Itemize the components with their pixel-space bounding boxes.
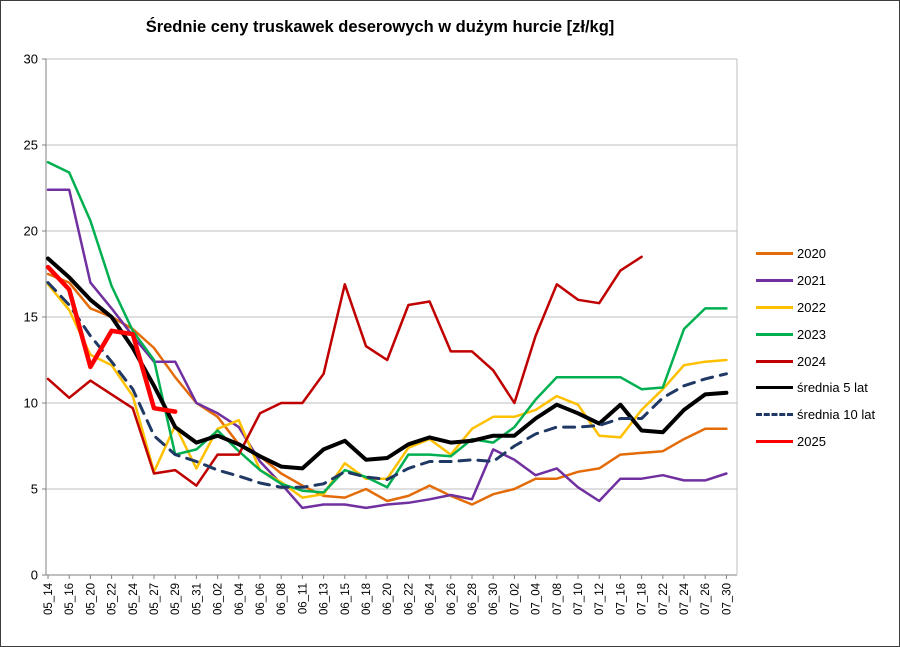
legend-label: 2021 — [797, 272, 826, 288]
x-axis-label: 05_22 — [107, 583, 119, 615]
x-axis-label: 07_12 — [594, 583, 606, 615]
x-axis-label: 05_14 — [43, 582, 55, 615]
legend-label: średnia 5 lat — [797, 380, 868, 396]
x-axis-label: 07_26 — [700, 583, 712, 615]
x-axis-label: 07_22 — [658, 583, 670, 615]
legend-item: 2020 — [756, 240, 896, 267]
legend-line-swatch — [756, 305, 793, 309]
chart-legend: 2020 2021 2022 2023 2024 średnia 5 lat średnia… — [756, 240, 896, 455]
series-2025 — [45, 264, 178, 414]
series-średnia-10-lat — [46, 281, 728, 489]
legend-item: 2021 — [756, 267, 896, 294]
y-axis-label: 10 — [24, 396, 38, 411]
legend-label: 2020 — [797, 245, 826, 261]
legend-line-swatch — [756, 440, 793, 444]
x-axis-label: 06_06 — [255, 583, 267, 615]
x-axis-label: 06_22 — [403, 583, 415, 615]
legend-item: średnia 10 lat — [756, 401, 896, 428]
legend-item: 2023 — [756, 321, 896, 348]
x-axis-label: 07_16 — [615, 583, 627, 615]
legend-line-swatch — [756, 278, 793, 282]
legend-line-swatch — [756, 332, 793, 336]
x-axis-label: 06_26 — [446, 583, 458, 615]
legend-line-swatch — [756, 359, 793, 363]
x-axis-label: 06_28 — [467, 583, 479, 615]
legend-line-swatch — [756, 386, 793, 390]
y-axis-label: 15 — [24, 310, 38, 325]
y-axis-label: 25 — [24, 138, 38, 153]
x-axis-label: 07_02 — [509, 583, 521, 615]
x-axis-label: 06_02 — [213, 583, 225, 615]
y-axis-label: 0 — [31, 568, 38, 583]
legend-item: średnia 5 lat — [756, 374, 896, 401]
x-axis-label: 06_08 — [276, 583, 288, 615]
series-2021 — [46, 188, 728, 510]
legend-line-swatch — [756, 413, 793, 417]
x-axis-label: 05_27 — [149, 583, 161, 615]
x-axis-label: 06_15 — [340, 583, 352, 615]
legend-item: 2025 — [756, 428, 896, 455]
y-axis-label: 20 — [24, 224, 38, 239]
x-axis-label: 07_24 — [679, 582, 691, 615]
x-axis-label: 07_30 — [721, 583, 733, 615]
x-axis-label: 07_10 — [573, 583, 585, 615]
x-axis-label: 06_04 — [234, 582, 246, 615]
x-axis-label: 05_20 — [85, 583, 97, 615]
x-axis-label: 06_18 — [361, 583, 373, 615]
x-axis-label: 06_24 — [425, 582, 437, 615]
legend-label: 2025 — [797, 434, 826, 450]
x-axis-label: 05_31 — [191, 583, 203, 615]
chart-title: Średnie ceny truskawek deserowych w duży… — [145, 18, 615, 36]
y-axis-label: 30 — [24, 52, 38, 67]
x-axis-label: 06_30 — [488, 583, 500, 615]
y-axis-label: 5 — [31, 482, 38, 497]
legend-label: 2024 — [797, 353, 826, 369]
x-axis-label: 05_16 — [64, 583, 76, 615]
x-axis-label: 06_11 — [297, 583, 309, 614]
legend-label: 2023 — [797, 326, 826, 342]
legend-label: średnia 10 lat — [797, 407, 876, 423]
series-średnia-5-lat — [46, 256, 729, 471]
x-axis-label: 05_24 — [128, 582, 140, 615]
x-axis-label: 06_20 — [382, 583, 394, 615]
legend-line-swatch — [756, 251, 793, 255]
series-2020 — [46, 272, 728, 506]
series-2024 — [46, 255, 643, 487]
legend-item: 2022 — [756, 294, 896, 321]
x-axis-label: 05_29 — [170, 583, 182, 615]
legend-label: 2022 — [797, 299, 826, 315]
legend-item: 2024 — [756, 348, 896, 375]
x-axis-label: 06_13 — [319, 583, 331, 615]
x-axis-label: 07_18 — [637, 583, 649, 615]
x-axis-label: 07_08 — [552, 583, 564, 615]
x-axis-label: 07_04 — [531, 582, 543, 615]
series-2023 — [46, 160, 728, 494]
